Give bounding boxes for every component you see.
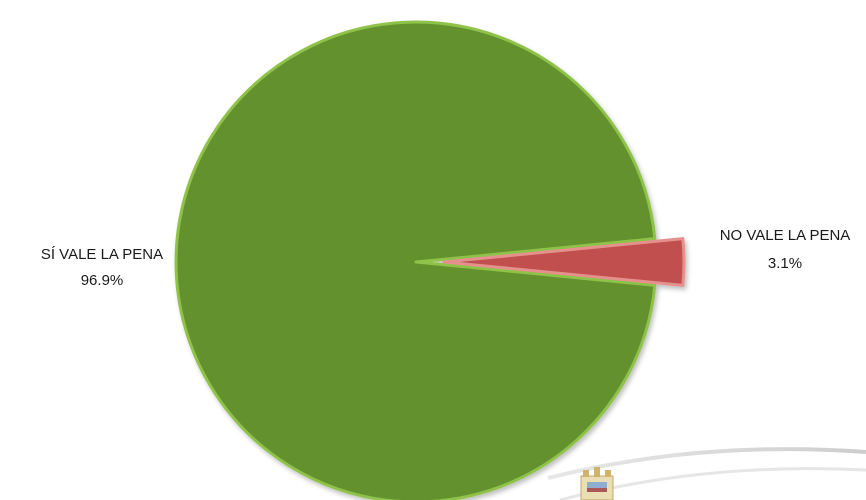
coat-of-arms-icon	[580, 467, 614, 500]
pie-slice-no-vale-la-pena	[442, 237, 686, 287]
watermark-seal	[547, 447, 866, 500]
slice-label-no: NO VALE LA PENA	[720, 227, 851, 244]
slice-value-no: 3.1%	[768, 255, 802, 272]
slice-value-si: 96.9%	[81, 272, 124, 289]
pie-slice-si-vale-la-pena	[174, 20, 657, 500]
slice-label-si: SÍ VALE LA PENA	[41, 246, 163, 263]
